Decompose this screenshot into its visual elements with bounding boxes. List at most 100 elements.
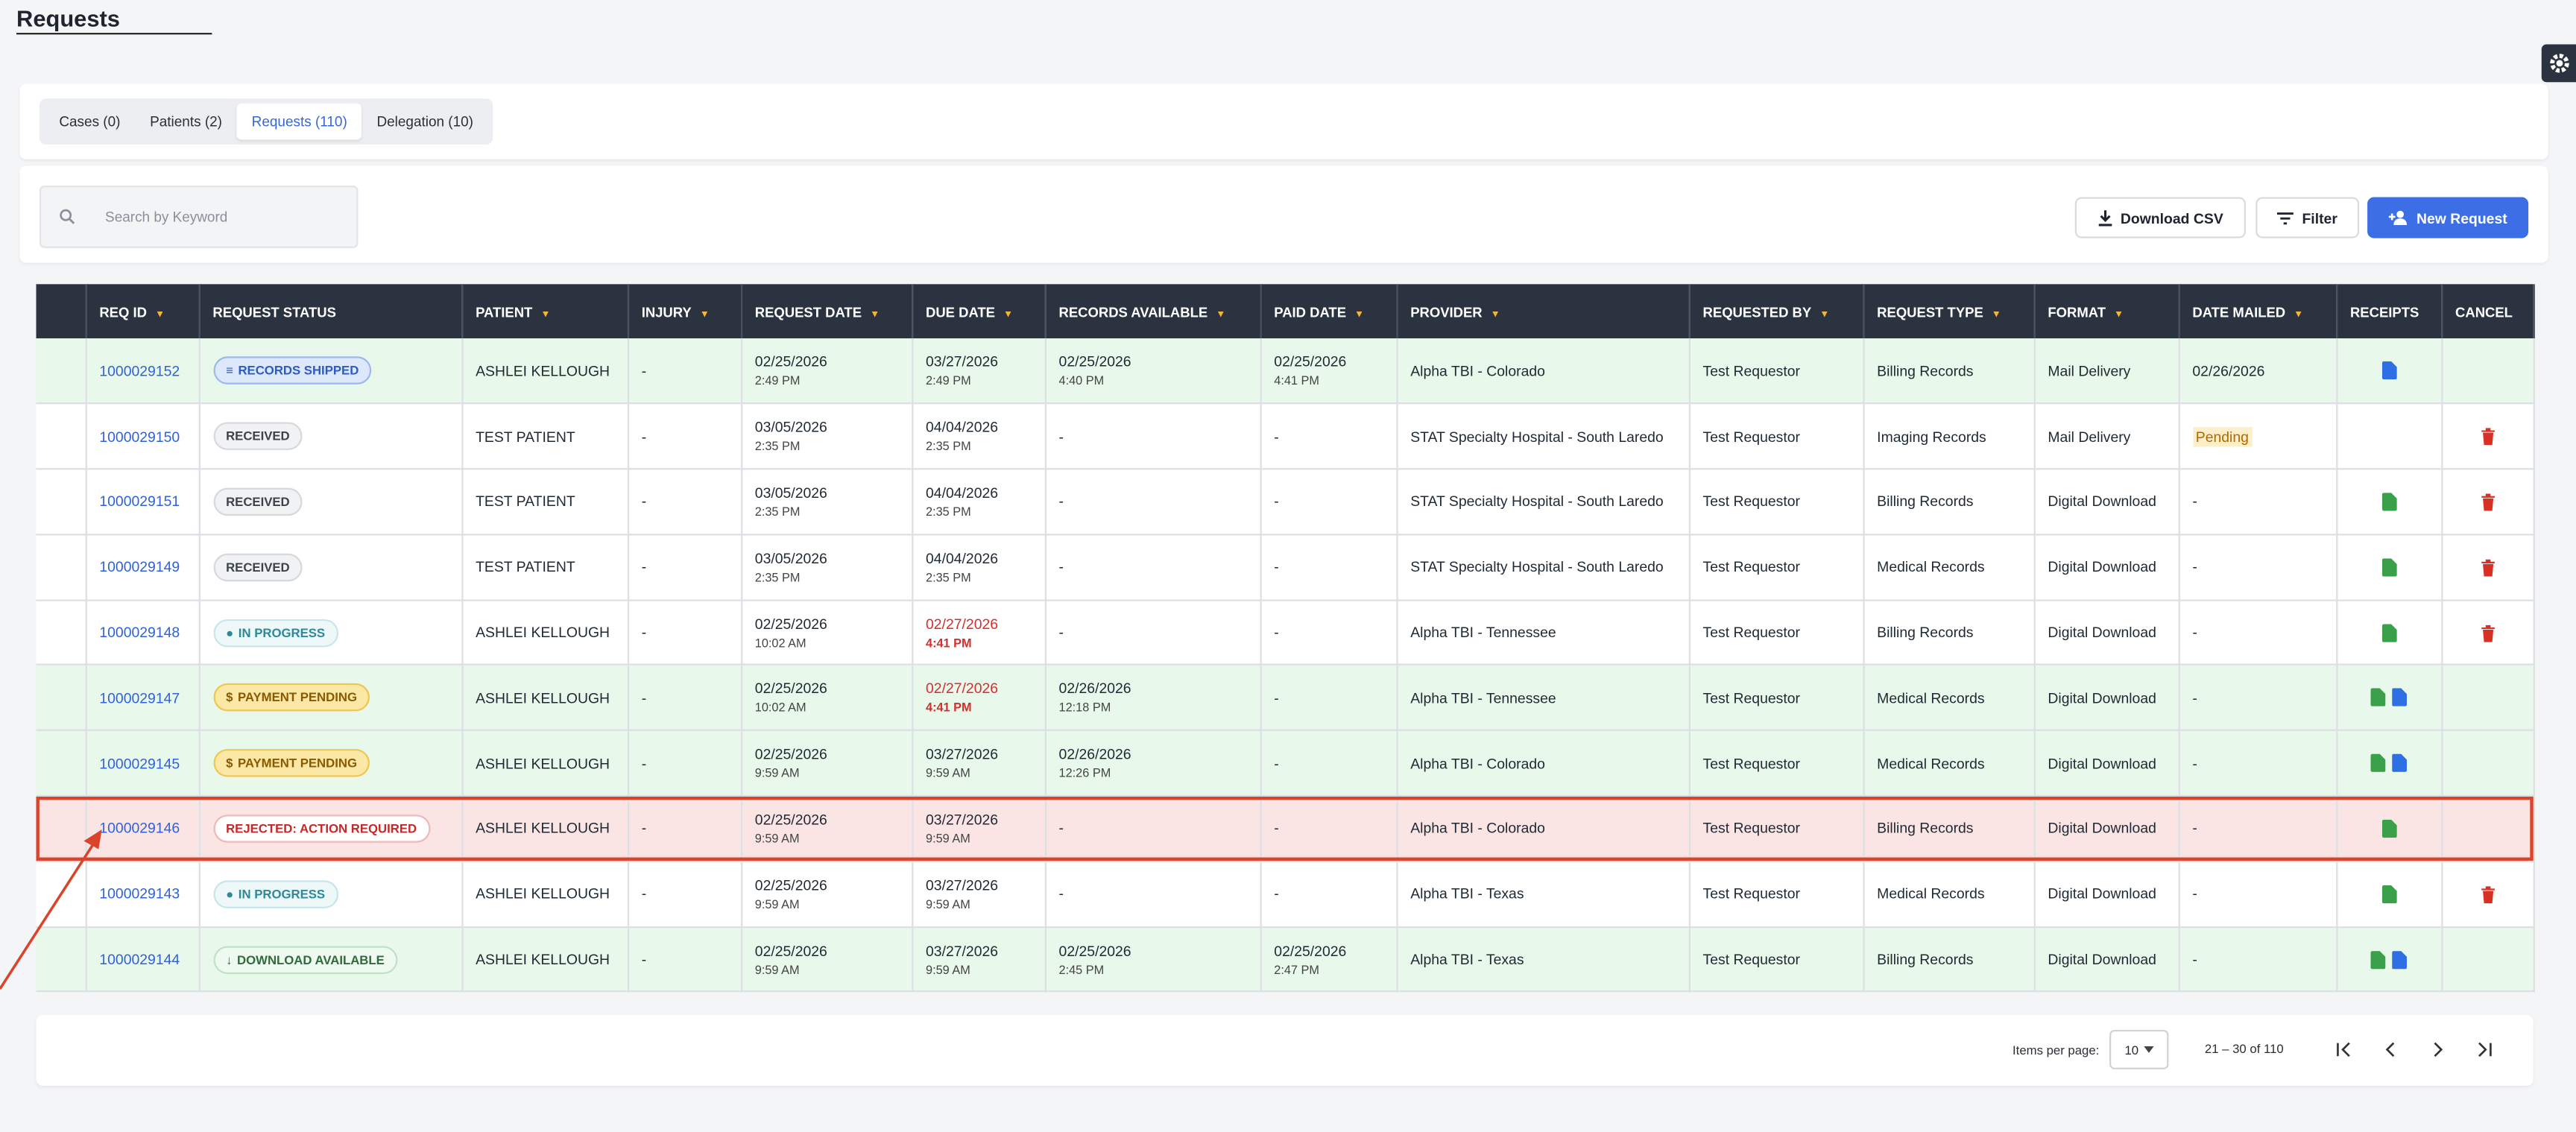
- date-text: 02/27/2026: [926, 615, 999, 632]
- due-date-cell: 03/27/2026 9:59 AM: [912, 861, 1046, 928]
- sort-icon: ▼: [1216, 309, 1226, 320]
- status-badge: RECEIVED: [212, 553, 303, 581]
- receipt-icon[interactable]: [2392, 689, 2408, 707]
- receipt-icon[interactable]: [2381, 361, 2396, 380]
- req-id-link[interactable]: 1000029147: [99, 689, 180, 706]
- receipts-cell: [2336, 861, 2443, 928]
- status-text: REJECTED: ACTION REQUIRED: [226, 820, 417, 836]
- next-page-button[interactable]: [2434, 1042, 2443, 1057]
- cancel-button[interactable]: [2480, 558, 2495, 577]
- req-id-link[interactable]: 1000029151: [99, 493, 180, 510]
- injury: -: [641, 624, 647, 641]
- cancel-button[interactable]: [2480, 624, 2495, 642]
- cancel-button[interactable]: [2480, 493, 2495, 511]
- receipt-icon[interactable]: [2381, 558, 2396, 577]
- requested-by-cell: Test Requestor: [1688, 861, 1864, 928]
- injury-cell: -: [627, 534, 742, 601]
- patient-cell: ASHLEI KELLOUGH: [461, 861, 629, 928]
- date-mailed-cell: -: [2178, 730, 2337, 797]
- request-type: Medical Records: [1877, 885, 1985, 902]
- tab[interactable]: Delegation (10): [376, 113, 473, 130]
- receipt-icon[interactable]: [2392, 950, 2408, 969]
- download-csv-button[interactable]: Download CSV: [2074, 197, 2247, 238]
- status-cell: RECEIVED: [198, 403, 463, 470]
- receipt-icon[interactable]: [2370, 689, 2386, 707]
- date-mailed: -: [2192, 951, 2197, 968]
- receipt-icon[interactable]: [2392, 754, 2408, 773]
- receipt-icon[interactable]: [2381, 819, 2396, 838]
- req-id-link[interactable]: 1000029144: [99, 951, 180, 968]
- table-row: 1000029143 ● IN PROGRESS ASHLEI KELLOUGH - 02…: [36, 861, 2534, 928]
- req-id-link[interactable]: 1000029143: [99, 885, 180, 902]
- request-date-cell: 02/25/2026 9:59 AM: [741, 730, 913, 797]
- provider-cell: STAT Specialty Hospital - South Laredo: [1396, 403, 1690, 470]
- requested-by-cell: Test Requestor: [1688, 534, 1864, 601]
- date-mailed: -: [2192, 820, 2197, 837]
- time-text: 4:41 PM: [1274, 373, 1319, 388]
- time-text: 2:49 PM: [754, 373, 801, 388]
- request-type-cell: Billing Records: [1863, 599, 2035, 666]
- patient-cell: ASHLEI KELLOUGH: [461, 665, 629, 732]
- new-request-button[interactable]: New Request: [2367, 197, 2529, 238]
- request-type-cell: Billing Records: [1863, 926, 2035, 993]
- cancel-cell: [2441, 796, 2534, 862]
- format: Digital Download: [2048, 820, 2156, 837]
- column-header: FORMAT ▼: [2033, 284, 2179, 339]
- req-id-link[interactable]: 1000029150: [99, 428, 180, 445]
- date-text: 02/25/2026: [1058, 353, 1131, 370]
- search-placeholder: Search by Keyword: [105, 208, 228, 225]
- settings-button[interactable]: [2541, 44, 2576, 83]
- column-header: PATIENT ▼: [461, 284, 629, 339]
- due-date-cell: 04/04/2026 2:35 PM: [912, 469, 1046, 536]
- table-row: 1000029151 RECEIVED TEST PATIENT - 03/05/202…: [36, 469, 2534, 536]
- date-text: 04/04/2026: [926, 419, 999, 436]
- time-text: 2:35 PM: [754, 504, 801, 519]
- cancel-button[interactable]: [2480, 885, 2495, 903]
- date-text: 03/05/2026: [754, 484, 827, 502]
- table-row: 1000029150 RECEIVED TEST PATIENT - 03/05/202…: [36, 403, 2534, 470]
- patient-cell: TEST PATIENT: [461, 469, 629, 536]
- format-cell: Digital Download: [2033, 665, 2179, 732]
- request-date-cell: 02/25/2026 9:59 AM: [741, 861, 913, 928]
- page-range: 21 – 30 of 110: [2204, 1041, 2284, 1057]
- receipt-icon[interactable]: [2381, 493, 2396, 511]
- date-mailed-cell: Pending: [2178, 403, 2337, 470]
- date-mailed-cell: -: [2178, 665, 2337, 732]
- cancel-cell: [2441, 469, 2534, 536]
- receipt-icon[interactable]: [2381, 885, 2396, 903]
- tab[interactable]: Requests (110): [236, 103, 362, 140]
- filter-button[interactable]: Filter: [2255, 197, 2360, 238]
- req-id-link[interactable]: 1000029146: [99, 820, 180, 837]
- receipt-icon[interactable]: [2370, 754, 2386, 773]
- tab[interactable]: Patients (2): [150, 113, 223, 130]
- req-id-link[interactable]: 1000029145: [99, 755, 180, 772]
- request-date-cell: 02/25/2026 9:59 AM: [741, 796, 913, 862]
- cancel-button[interactable]: [2480, 428, 2495, 446]
- column-label: REQ ID: [99, 303, 147, 320]
- previous-page-button[interactable]: [2385, 1042, 2395, 1057]
- req-id-link[interactable]: 1000029148: [99, 624, 180, 641]
- column-label: CANCEL: [2455, 303, 2513, 320]
- receipt-icon[interactable]: [2381, 623, 2396, 642]
- tab[interactable]: Cases (0): [59, 113, 121, 130]
- search-box[interactable]: Search by Keyword: [39, 186, 359, 248]
- receipt-icon[interactable]: [2370, 950, 2386, 969]
- format-cell: Digital Download: [2033, 796, 2179, 862]
- request-type-cell: Medical Records: [1863, 665, 2035, 732]
- items-per-page-select[interactable]: 10: [2109, 1029, 2169, 1069]
- first-page-button[interactable]: [2337, 1042, 2350, 1057]
- date-text: 02/25/2026: [754, 353, 827, 370]
- req-id-link[interactable]: 1000029149: [99, 559, 180, 576]
- date-mailed-cell: -: [2178, 469, 2337, 536]
- status-text: PAYMENT PENDING: [238, 690, 357, 706]
- cancel-cell: [2441, 861, 2534, 928]
- status-icon: ↓: [226, 952, 233, 967]
- select-cell: [36, 796, 86, 862]
- req-id-link[interactable]: 1000029152: [99, 362, 180, 379]
- provider-cell: Alpha TBI - Tennessee: [1396, 665, 1690, 732]
- injury-cell: -: [627, 665, 742, 732]
- format-cell: Mail Delivery: [2033, 338, 2179, 405]
- due-date-cell: 02/27/2026 4:41 PM: [912, 599, 1046, 666]
- format: Digital Download: [2048, 624, 2156, 641]
- last-page-button[interactable]: [2478, 1042, 2492, 1057]
